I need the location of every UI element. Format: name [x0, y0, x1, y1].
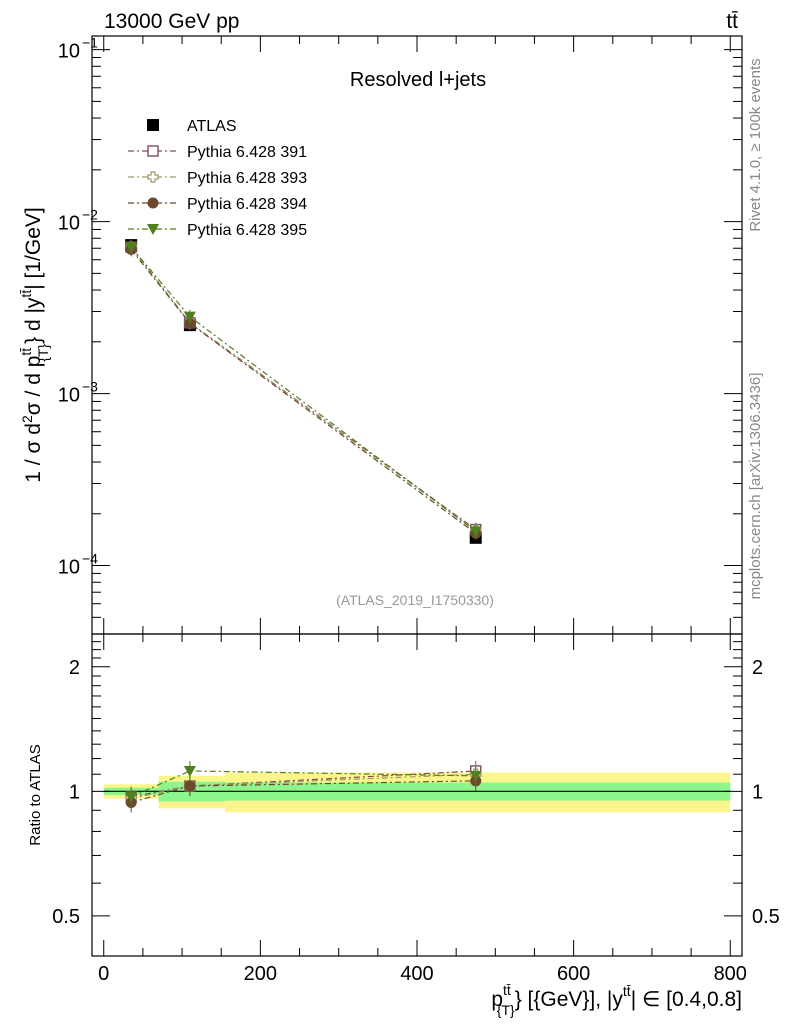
legend-label-py391: Pythia 6.428 391 — [187, 144, 307, 161]
ratio-point-py395 — [469, 770, 482, 782]
x-tick-label: 200 — [244, 963, 277, 985]
legend-marker-py391 — [147, 145, 159, 157]
legend-marker-py395 — [147, 224, 159, 235]
ratio-y-tick-label: 2 — [69, 657, 80, 679]
y-tick-exponent: −1 — [82, 35, 98, 51]
point-py395 — [183, 311, 196, 323]
header-process: tt̄ — [726, 10, 738, 33]
axis-ticks — [92, 36, 742, 957]
ratio-y-tick-label-right: 0.5 — [752, 906, 780, 928]
y-tick-exponent: −4 — [82, 551, 98, 567]
ratio-panel-frame — [91, 633, 743, 957]
x-axis-title: ptt̄ {T}} [{GeV}], |ytt̄| ∈ [0.4,0.8] — [491, 982, 742, 1018]
series-line-py391 — [130, 246, 477, 531]
svg-text:ptt̄{T}} [{GeV}], |ytt̄| ∈ [0.: ptt̄ {T}} [{GeV}], |ytt̄| ∈ [0.4,0.8] — [491, 982, 742, 1018]
legend-marker-atlas — [147, 119, 159, 131]
chart-title: Resolved l+jets — [350, 69, 486, 91]
header-energy: 13000 GeV pp — [104, 10, 239, 33]
ratio-y-tick-label-right: 1 — [752, 781, 763, 803]
y-tick-exponent: −2 — [82, 207, 98, 223]
y-axis-title: 1 / σ d2σ / d ptt̄{T}} d |ytt̄| [1/GeV] — [18, 207, 51, 482]
ratio-line-py395 — [130, 770, 476, 798]
ratio-y-tick-label: 1 — [69, 781, 80, 803]
mcplots-credit: mcplots.cern.ch [arXiv:1306.3436] — [747, 373, 764, 600]
series-line-py395 — [130, 246, 477, 532]
ratio-point-py395 — [183, 765, 196, 777]
rivet-version: Rivet 4.1.0, ≥ 100k events — [747, 58, 764, 231]
y-tick-label: 10 — [58, 557, 80, 579]
legend-marker-py393 — [147, 171, 159, 183]
ratio-y-tick-label: 0.5 — [52, 906, 80, 928]
y-tick-exponent: −3 — [82, 379, 98, 395]
y-tick-label: 10 — [58, 213, 80, 235]
series-line-py394 — [130, 248, 477, 534]
point-py395 — [125, 242, 138, 254]
ratio-point-py395 — [125, 791, 138, 803]
series-markers — [125, 239, 482, 813]
point-py395 — [469, 526, 482, 538]
y-tick-label: 10 — [58, 41, 80, 63]
ratio-y-tick-label-right: 2 — [752, 657, 763, 679]
legend-label-py395: Pythia 6.428 395 — [187, 222, 307, 239]
analysis-watermark: (ATLAS_2019_I1750330) — [336, 592, 494, 608]
x-tick-label: 0 — [98, 963, 109, 985]
legend-label-py393: Pythia 6.428 393 — [187, 170, 307, 187]
series-lines — [130, 246, 477, 804]
series-line-py393 — [130, 246, 477, 531]
ratio-axis-title: Ratio to ATLAS — [27, 744, 44, 845]
y-tick-label: 10 — [58, 385, 80, 407]
svg-text:1 / σ d2σ / d ptt̄{T}} d |ytt̄: 1 / σ d2σ / d ptt̄{T}} d |ytt̄| [1/GeV] — [18, 207, 51, 482]
legend-marker-py394 — [147, 197, 159, 209]
legend-label-atlas: ATLAS — [187, 118, 237, 135]
legend-label-py394: Pythia 6.428 394 — [187, 196, 307, 213]
ratio-point-py394 — [184, 780, 196, 792]
x-tick-label: 400 — [400, 963, 433, 985]
uncertainty-bands — [103, 772, 731, 813]
x-tick-label: 800 — [714, 963, 747, 985]
x-tick-label: 600 — [557, 963, 590, 985]
legend: ATLAS Pythia 6.428 391 Pythia 6.428 393 Pyt… — [128, 118, 307, 239]
